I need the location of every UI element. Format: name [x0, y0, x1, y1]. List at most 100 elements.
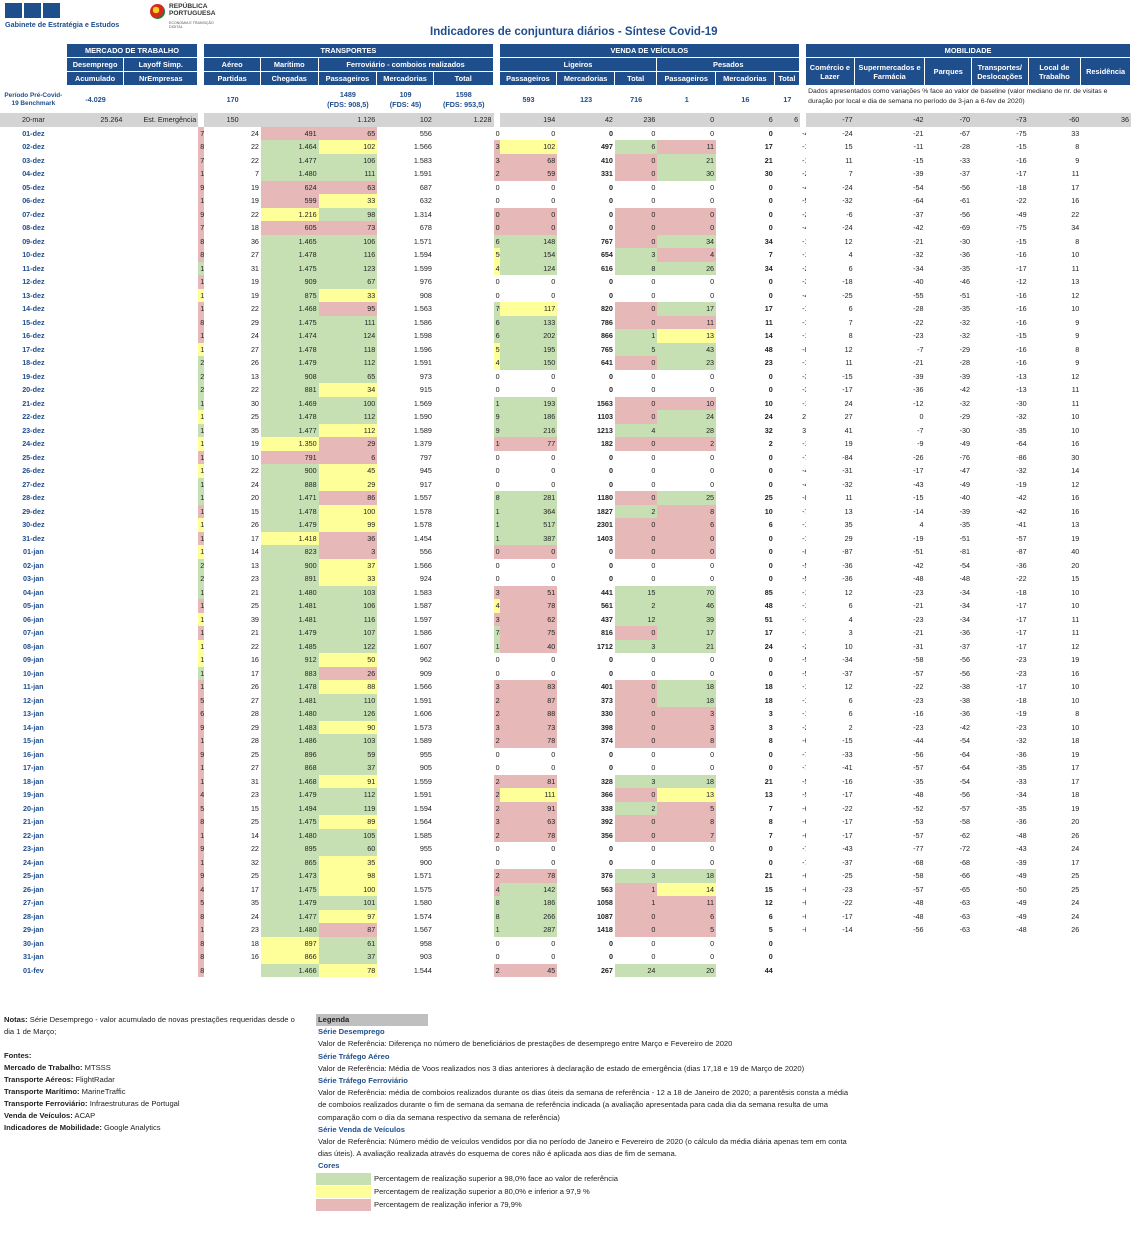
- cell-comercio: -15: [802, 587, 806, 597]
- cell-l-total: 392: [600, 817, 613, 827]
- group-transportes: TRANSPORTES: [204, 44, 494, 58]
- cell-f-merc: 73: [318, 221, 378, 235]
- cell-maritimo: 29: [250, 317, 259, 327]
- benchmark-aereo: 170: [226, 94, 239, 104]
- cell-super: -18: [842, 277, 853, 287]
- cell-l-merc: 387: [499, 531, 558, 545]
- cell-maritimo: 10: [250, 452, 259, 462]
- cell-l-pass: 0: [495, 655, 500, 665]
- cell-f-total: 1.586: [413, 317, 432, 327]
- cell-f-total: 1.598: [413, 331, 432, 341]
- cell-p-pass: 0: [651, 952, 656, 962]
- cell-p-total: 0: [768, 196, 773, 206]
- cell-f-pass: 1.216: [260, 207, 319, 221]
- cell-f-merc: 107: [318, 626, 378, 640]
- cell-maritimo: 35: [250, 425, 259, 435]
- cell-trabalho: -16: [1016, 155, 1027, 165]
- cell-f-total: 678: [419, 223, 432, 233]
- cell-parques: -12: [913, 398, 924, 408]
- cell-parques: -57: [913, 668, 924, 678]
- table-row: 15-dez86291.4751111.58665313378601111-13…: [0, 315, 1131, 329]
- cell-super: -17: [842, 911, 853, 921]
- cell-p-total: 0: [768, 223, 773, 233]
- cell-aereo: 75: [198, 221, 205, 235]
- cell-p-pass: 4: [614, 423, 658, 437]
- cell-trabalho: -17: [1016, 169, 1027, 179]
- row-date: 15-jan: [22, 736, 44, 746]
- cell-p-merc: 0: [710, 655, 715, 665]
- cell-parques: -19: [913, 533, 924, 543]
- government-logo: REPÚBLICA PORTUGUESA ECONOMIA E TRANSIÇÃO…: [150, 2, 240, 36]
- benchmark-f-pass: 1489: [339, 89, 356, 99]
- cell-l-merc: 0: [551, 277, 556, 287]
- cell-maritimo: 17: [250, 884, 259, 894]
- cell-l-pass: 0: [495, 128, 500, 138]
- cell-transportes: -33: [959, 155, 970, 165]
- cell-aereo: 178: [198, 423, 205, 437]
- cell-empty: [67, 748, 125, 762]
- cell-l-total: 1563: [596, 398, 613, 408]
- cell-comercio: -23: [802, 641, 806, 651]
- cell-super: -32: [842, 479, 853, 489]
- cell-parques: -57: [913, 830, 924, 840]
- cell-transportes: -57: [959, 803, 970, 813]
- cell-l-merc: 0: [551, 844, 556, 854]
- cell-transportes: -81: [959, 547, 970, 557]
- cell-f-merc: 102: [318, 140, 378, 154]
- cell-f-pass: 1.477: [260, 153, 319, 167]
- table-row: 10-dez89271.4781161.594500154654347-174-…: [0, 248, 1131, 262]
- cell-residencia: 34: [1071, 223, 1080, 233]
- cell-l-pass: 298: [493, 869, 500, 883]
- cell-parques: -23: [913, 695, 924, 705]
- cell-super: 7: [848, 317, 853, 327]
- cell-l-merc: 0: [551, 196, 556, 206]
- cell-l-pass: 899: [493, 491, 500, 505]
- cell-p-total: 0: [768, 209, 773, 219]
- cell-p-merc: 43: [657, 342, 717, 356]
- cell-f-merc: 87: [318, 923, 378, 937]
- cell-aereo: 115: [198, 761, 205, 775]
- cell-comercio: -15: [802, 304, 806, 314]
- cell-comercio: -64: [802, 925, 806, 935]
- cell-super: -34: [842, 655, 853, 665]
- cell-empty: [67, 194, 125, 208]
- cell-trabalho: -50: [1016, 884, 1027, 894]
- table-row: 27-jan51351.4791011.580872186105811112-6…: [0, 896, 1131, 910]
- hdr-super: Supermercados e Farmácia: [854, 58, 926, 86]
- cell-f-total: 1.590: [413, 412, 432, 422]
- cell-empty: [67, 707, 125, 721]
- cell-p-total: 0: [768, 763, 773, 773]
- cell-aereo: 123: [198, 734, 205, 748]
- cell-super: 6: [848, 304, 853, 314]
- cell-f-pass: 1.481: [260, 612, 319, 626]
- cell-maritimo: 25: [250, 817, 259, 827]
- cell-p-merc: 0: [657, 207, 717, 221]
- cell-p-total: 0: [768, 938, 773, 948]
- cell-l-pass: 741: [493, 626, 500, 640]
- cell-p-pass: 0: [651, 466, 656, 476]
- cell-p-merc: 21: [657, 153, 717, 167]
- cell-transportes: -36: [959, 250, 970, 260]
- cell-residencia: 18: [1071, 790, 1080, 800]
- cell-f-pass: 875: [260, 288, 319, 302]
- cell-l-merc: 193: [499, 396, 558, 410]
- cell-f-merc: 34: [318, 383, 378, 397]
- cell-f-pass: 1.465: [260, 234, 319, 248]
- reference-l-merc: 42: [557, 113, 615, 127]
- cell-l-pass: 247: [493, 774, 500, 788]
- row-date: 10-dez: [22, 250, 45, 260]
- hdr-residencia: Residência: [1081, 58, 1131, 86]
- cell-trabalho: -75: [1016, 128, 1027, 138]
- indicators-table: MERCADO DE TRABALHO TRANSPORTES VENDA DE…: [0, 44, 1131, 977]
- cell-trabalho: -35: [1016, 425, 1027, 435]
- cell-parques: -48: [913, 898, 924, 908]
- cell-p-merc: 0: [710, 196, 715, 206]
- green-swatch: [316, 1173, 371, 1186]
- cell-f-pass: 865: [260, 855, 319, 869]
- cell-p-total: 12: [764, 898, 773, 908]
- cell-residencia: 17: [1071, 776, 1080, 786]
- source-1-label: Mercado de Trabalho:: [4, 1063, 83, 1072]
